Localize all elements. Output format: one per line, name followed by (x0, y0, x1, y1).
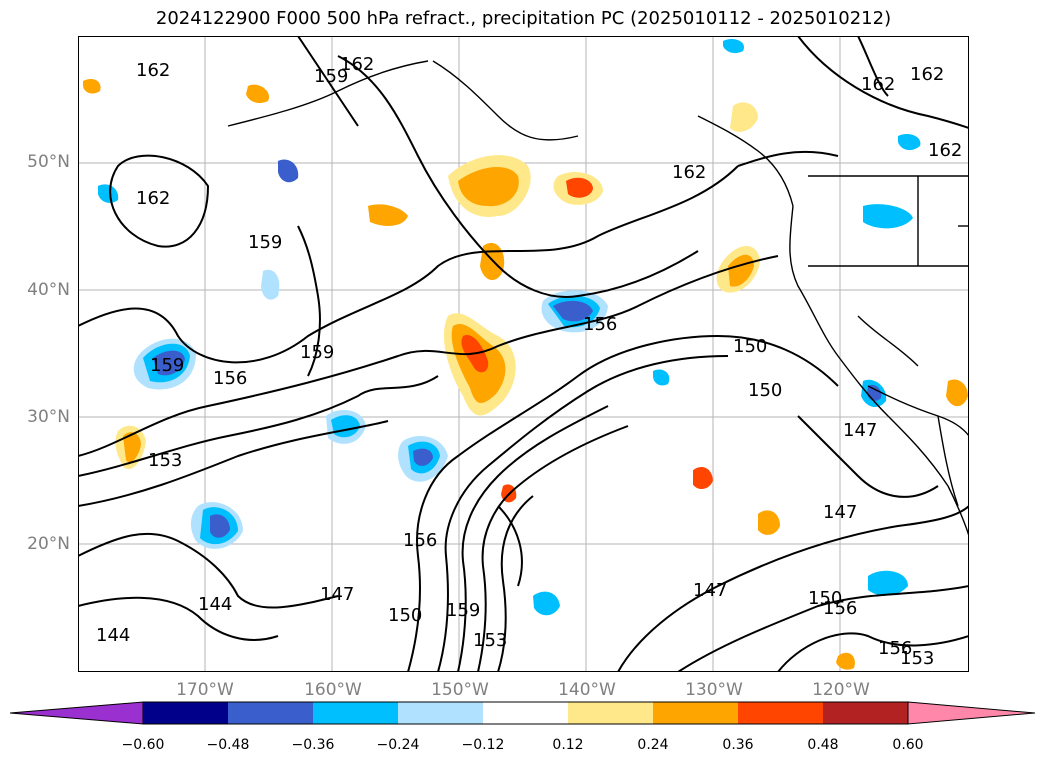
colorbar-bin-5 (483, 702, 568, 724)
contour-label-144b: 144 (96, 625, 130, 646)
lon-label-160w: 160°W (304, 680, 362, 700)
contour-label-150d: 150 (808, 588, 842, 609)
contour-label-147d: 147 (693, 580, 727, 601)
lon-label-150w: 150°W (431, 680, 489, 700)
contour-label-147a: 147 (843, 420, 877, 441)
colorbar-bin-8 (738, 702, 823, 724)
contour-label-156e: 156 (878, 638, 912, 659)
colorbar-bin-1 (143, 702, 228, 724)
colorbar-bin-3 (313, 702, 398, 724)
refractivity-contours (78, 36, 969, 672)
contour-label-156b: 156 (583, 314, 617, 335)
contour-label-162a: 162 (136, 60, 170, 81)
contour-label-162g: 162 (136, 188, 170, 209)
colorbar-tick-3: −0.36 (291, 737, 335, 753)
contour-label-159b: 159 (248, 232, 282, 253)
lon-label-170w: 170°W (176, 680, 234, 700)
contour-label-147c: 147 (320, 584, 354, 605)
colorbar-frame (142, 701, 909, 725)
contour-label-162b: 162 (340, 54, 374, 75)
contour-label-150a: 150 (733, 336, 767, 357)
colorbar-tick-7: 0.24 (637, 737, 669, 753)
colorbar-tick-5: −0.12 (461, 737, 505, 753)
contour-label-144a: 144 (198, 594, 232, 615)
colorbar-tick-1: −0.60 (121, 737, 165, 753)
contour-label-147b: 147 (823, 502, 857, 523)
lon-label-140w: 140°W (558, 680, 616, 700)
colorbar-tick-4: −0.24 (376, 737, 420, 753)
contour-label-162d: 162 (910, 64, 944, 85)
colorbar-bin-7 (653, 702, 738, 724)
map-canvas: 162 162 159 162 162 162 162 162 159 159 … (78, 36, 969, 672)
coastlines (227, 60, 969, 537)
map-frame (78, 36, 969, 672)
colorbar-bin-6 (568, 702, 653, 724)
contour-label-159e: 159 (446, 600, 480, 621)
contour-label-150c: 150 (388, 605, 422, 626)
colorbar-tick-8: 0.36 (722, 737, 754, 753)
map-title: 2024122900 F000 500 hPa refract., precip… (155, 8, 892, 29)
colorbar-bin-4 (398, 702, 483, 724)
lat-label-50n: 50°N (27, 152, 70, 172)
colorbar-bin-9 (823, 702, 908, 724)
lat-label-30n: 30°N (27, 407, 70, 427)
contour-label-156a: 156 (213, 368, 247, 389)
colorbar-extend-min (10, 701, 144, 725)
lon-label-120w: 120°W (812, 680, 870, 700)
contour-label-162e: 162 (928, 140, 962, 161)
lon-label-130w: 130°W (685, 680, 743, 700)
colorbar-extend-max (907, 701, 1036, 725)
contour-label-group: 162 162 159 162 162 162 162 162 159 159 … (96, 54, 962, 669)
contour-label-159a: 159 (314, 66, 348, 87)
contour-label-153b: 153 (473, 630, 507, 651)
lat-label-40n: 40°N (27, 280, 70, 300)
contour-label-150b: 150 (748, 380, 782, 401)
colorbar-tick-2: −0.48 (206, 737, 250, 753)
colorbar-tick-6: 0.12 (552, 737, 584, 753)
colorbar-tick-9: 0.48 (807, 737, 839, 753)
contour-label-153c: 153 (900, 648, 934, 669)
precip-positive (83, 79, 968, 670)
contour-label-156c: 156 (403, 530, 437, 551)
contour-label-162c: 162 (861, 74, 895, 95)
contour-label-159c: 159 (300, 342, 334, 363)
contour-label-153a: 153 (148, 450, 182, 471)
contour-label-159d: 159 (150, 355, 184, 376)
ocean-background (78, 36, 969, 672)
contour-label-162f: 162 (672, 162, 706, 183)
lat-label-20n: 20°N (27, 534, 70, 554)
colorbar-tick-10: 0.60 (892, 737, 924, 753)
contour-label-156d: 156 (823, 598, 857, 619)
colorbar-bin-2 (228, 702, 313, 724)
colorbar (10, 701, 1036, 725)
